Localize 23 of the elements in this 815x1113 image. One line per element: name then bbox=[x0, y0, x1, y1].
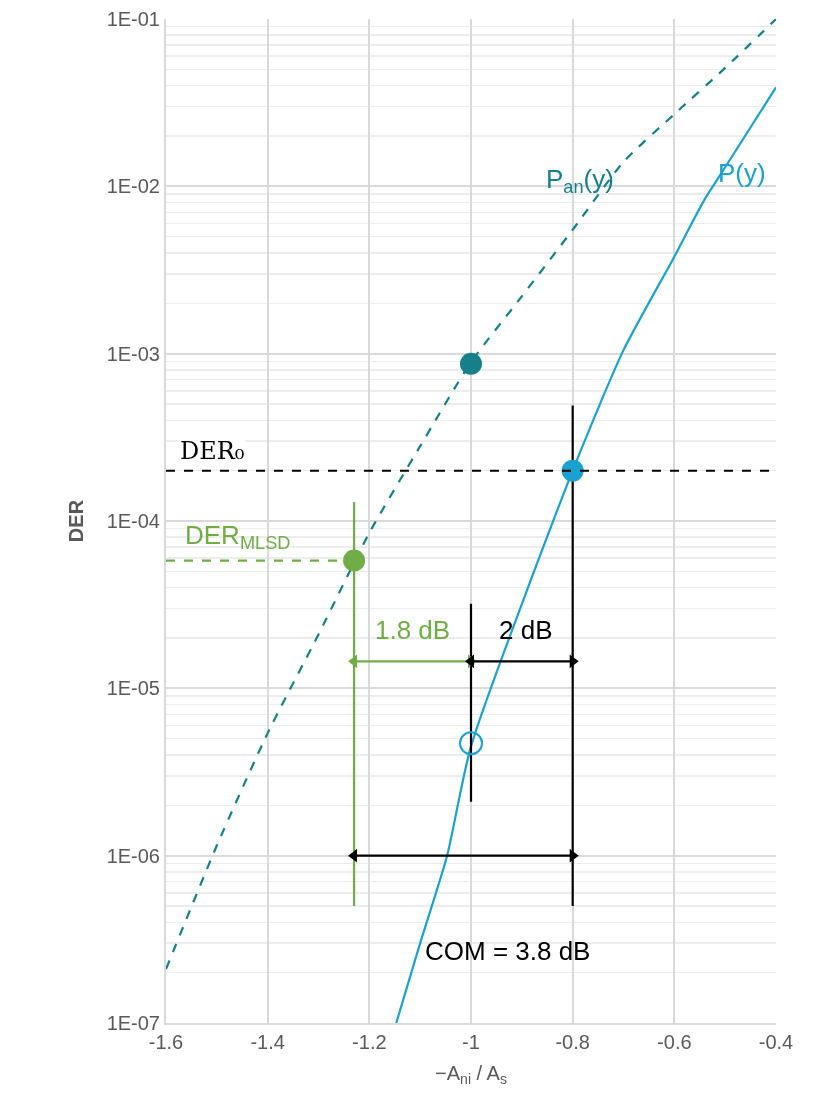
x-tick-label: -1.4 bbox=[250, 1031, 285, 1053]
y-axis-title: DER bbox=[64, 499, 87, 543]
y-tick-label: 1E-01 bbox=[106, 8, 160, 30]
annotation: COM = 3.8 dB bbox=[425, 936, 591, 966]
x-tick-label: -0.6 bbox=[657, 1031, 692, 1053]
y-tick-label: 1E-06 bbox=[106, 844, 160, 867]
y-tick-label: 1E-07 bbox=[106, 1012, 160, 1034]
x-tick-label: -0.8 bbox=[555, 1031, 590, 1053]
y-tick-label: 1E-04 bbox=[106, 510, 160, 532]
x-axis-title: −A$_{ni}$ / A$_{s}$ bbox=[435, 1062, 507, 1088]
annotation: 1.8 dB bbox=[375, 615, 451, 645]
x-tick-label: -0.4 bbox=[758, 1031, 794, 1053]
annotation: P$_{an}$(y) bbox=[546, 164, 614, 198]
annotation: 2 dB bbox=[499, 615, 553, 645]
annotation: P(y) bbox=[718, 158, 766, 188]
x-tick-label: -1.2 bbox=[352, 1031, 387, 1053]
x-tick-label: -1.6 bbox=[148, 1031, 184, 1053]
y-tick-label: 1E-02 bbox=[106, 175, 160, 198]
y-tick-label: 1E-03 bbox=[106, 342, 160, 365]
x-tick-label: -1 bbox=[462, 1031, 480, 1053]
ref-line-label: DER₀ bbox=[180, 437, 245, 465]
annotation: DER$_{MLSD}$ bbox=[185, 520, 291, 554]
y-tick-label: 1E-05 bbox=[106, 677, 160, 700]
